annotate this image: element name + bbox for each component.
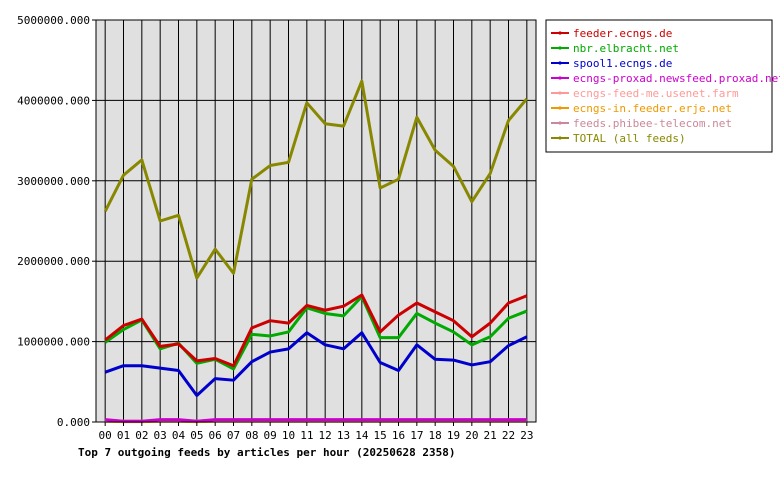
legend-marker bbox=[558, 136, 562, 140]
x-tick-label: 15 bbox=[374, 429, 387, 442]
y-tick-label: 0.000 bbox=[57, 416, 90, 429]
legend-label: feeder.ecngs.de bbox=[573, 27, 672, 40]
x-tick-label: 13 bbox=[337, 429, 350, 442]
series-lines bbox=[103, 79, 528, 424]
x-tick-label: 21 bbox=[484, 429, 497, 442]
x-tick-label: 14 bbox=[355, 429, 369, 442]
x-tick-label: 06 bbox=[209, 429, 222, 442]
x-tick-label: 22 bbox=[502, 429, 515, 442]
x-axis-ticks: 00 01 02 03 04 05 06 07 08 09 10 11 12 13 14 15 16 17 18 19… bbox=[99, 422, 533, 442]
legend-marker bbox=[558, 106, 562, 110]
x-tick-label: 09 bbox=[264, 429, 277, 442]
x-tick-label: 11 bbox=[300, 429, 313, 442]
legend-marker bbox=[558, 61, 562, 65]
x-tick-label: 19 bbox=[447, 429, 460, 442]
x-tick-label: 23 bbox=[520, 429, 533, 442]
legend-label: TOTAL (all feeds) bbox=[573, 132, 686, 145]
legend-label: spool1.ecngs.de bbox=[573, 57, 672, 70]
x-tick-label: 02 bbox=[135, 429, 148, 442]
grid bbox=[96, 19, 536, 423]
series-line-7 bbox=[103, 79, 528, 280]
legend-label: nbr.elbracht.net bbox=[573, 42, 679, 55]
x-tick-label: 10 bbox=[282, 429, 295, 442]
x-tick-label: 01 bbox=[117, 429, 130, 442]
legend-marker bbox=[558, 46, 562, 50]
legend-marker bbox=[558, 121, 562, 125]
x-tick-label: 18 bbox=[429, 429, 442, 442]
plot-area bbox=[96, 20, 536, 422]
x-tick-label: 00 bbox=[99, 429, 112, 442]
chart-title: Top 7 outgoing feeds by articles per hou… bbox=[78, 446, 456, 459]
y-tick-label: 2000000.000 bbox=[17, 255, 90, 268]
legend-marker bbox=[558, 76, 562, 80]
series-line-2 bbox=[104, 331, 528, 397]
plot-border bbox=[95, 19, 537, 423]
legend-marker bbox=[558, 91, 562, 95]
y-axis-ticks: 0.000 1000000.000 2000000.000 3000000.000 40… bbox=[17, 14, 96, 429]
legend-label: ecngs-in.feeder.erje.net bbox=[573, 102, 732, 115]
y-tick-label: 1000000.000 bbox=[17, 336, 90, 349]
x-tick-label: 05 bbox=[190, 429, 203, 442]
x-tick-label: 17 bbox=[410, 429, 423, 442]
x-tick-label: 20 bbox=[465, 429, 478, 442]
x-tick-label: 03 bbox=[154, 429, 167, 442]
legend: feeder.ecngs.de nbr.elbracht.net spool1.ec… bbox=[551, 27, 780, 145]
series-line-0 bbox=[104, 293, 528, 368]
y-tick-label: 3000000.000 bbox=[17, 175, 90, 188]
legend-label: ecngs-proxad.newsfeed.proxad.net bbox=[573, 72, 780, 85]
x-tick-label: 04 bbox=[172, 429, 186, 442]
x-tick-label: 12 bbox=[319, 429, 332, 442]
legend-label: feeds.phibee-telecom.net bbox=[573, 117, 732, 130]
y-tick-label: 4000000.000 bbox=[17, 94, 90, 107]
x-tick-label: 08 bbox=[245, 429, 258, 442]
series-line-3 bbox=[105, 418, 527, 423]
x-tick-label: 16 bbox=[392, 429, 405, 442]
x-tick-label: 07 bbox=[227, 429, 240, 442]
legend-box bbox=[545, 19, 773, 153]
legend-label: ecngs-feed-me.usenet.farm bbox=[573, 87, 739, 100]
y-tick-label: 5000000.000 bbox=[17, 14, 90, 27]
legend-marker bbox=[558, 31, 562, 35]
